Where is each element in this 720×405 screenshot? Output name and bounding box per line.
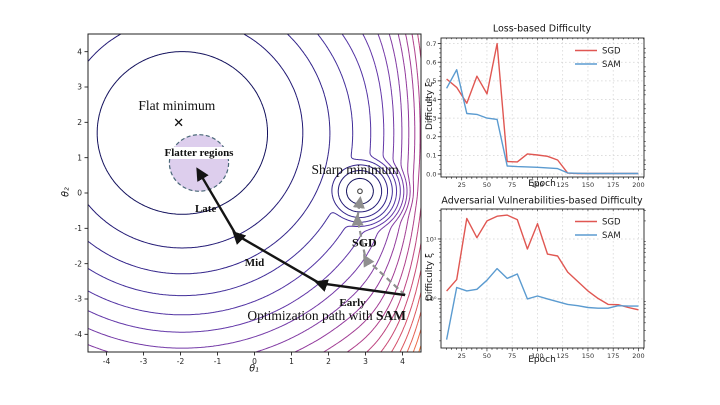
svg-text:4: 4	[77, 47, 82, 56]
chart-legend: SGD SAM	[575, 47, 621, 70]
chart0-xlabel: Epoch	[528, 179, 556, 189]
svg-text:25: 25	[458, 352, 466, 360]
svg-text:-4: -4	[75, 330, 83, 339]
chart1-title: Adversarial Vulnerabilities-based Diffic…	[441, 195, 643, 207]
sgd-path-label: SGD	[352, 235, 377, 250]
legend-label-SAM: SAM	[602, 231, 621, 241]
legend-label-SGD: SGD	[602, 218, 621, 228]
svg-text:75: 75	[508, 181, 516, 189]
svg-text:0.6: 0.6	[426, 59, 436, 67]
chart-ticks: 25 50 75 100 125 150 175 200 10¹ 10⁰	[426, 209, 646, 360]
early-label: Early	[339, 296, 366, 309]
svg-text:0: 0	[252, 357, 257, 366]
chart-axes-box	[440, 208, 645, 349]
lp-xlabel: θ₁	[249, 363, 259, 375]
svg-text:4: 4	[400, 357, 405, 366]
series-SAM-line	[445, 267, 639, 340]
svg-text:50: 50	[483, 181, 491, 189]
svg-text:0.3: 0.3	[426, 114, 436, 122]
contour-plot-svg: -4 -3 -2 -1 0 1 2 3 4 -4 -3 -2 -1 0 1 2 3 4	[75, 33, 422, 366]
gridlines	[441, 209, 644, 348]
sam-path-caption-prefix: Optimization path with	[247, 307, 376, 323]
svg-text:50: 50	[483, 352, 491, 360]
contour-level-15	[399, 291, 422, 353]
svg-text:0: 0	[77, 189, 82, 198]
series-SAM-line	[445, 69, 639, 175]
svg-text:1: 1	[289, 357, 294, 366]
svg-text:75: 75	[508, 352, 516, 360]
series-SGD-line	[446, 214, 639, 311]
chart-ticks: 25 50 75 100 125 150 175 200 0.0 0.1 0.2 0.3 0.4 0.5 0…	[426, 38, 646, 189]
svg-text:10¹: 10¹	[426, 235, 437, 243]
sharp-minimum-label: Sharp minimum	[311, 161, 399, 177]
svg-text:-1: -1	[214, 357, 222, 366]
lp-axes-box	[87, 33, 422, 353]
chart0-title: Loss-based Difficulty	[492, 23, 592, 35]
lp-ylabel: θ₂	[60, 187, 72, 197]
svg-text:200: 200	[632, 181, 644, 189]
chart-legend: SGD SAM	[575, 218, 621, 241]
svg-text:0.4: 0.4	[426, 96, 436, 104]
svg-text:-2: -2	[177, 357, 185, 366]
svg-text:0.0: 0.0	[426, 170, 436, 178]
late-label: Late	[194, 202, 217, 215]
svg-text:1: 1	[77, 153, 82, 162]
svg-text:200: 200	[632, 352, 644, 360]
svg-text:100: 100	[531, 352, 543, 360]
legend-label-SAM: SAM	[602, 60, 621, 70]
lp-ticks: -4 -3 -2 -1 0 1 2 3 4 -4 -3 -2 -1 0 1 2 3 4	[75, 47, 406, 366]
contour-lines	[87, 33, 422, 353]
flatter-regions-circle	[168, 134, 230, 192]
legend-label-SGD: SGD	[602, 47, 621, 57]
svg-text:0.7: 0.7	[426, 40, 436, 48]
contour-level-18	[418, 345, 422, 353]
chart1-xlabel: Epoch	[528, 355, 556, 365]
svg-text:175: 175	[607, 181, 619, 189]
flatter-regions-label: Flatter regions	[162, 146, 236, 159]
svg-text:-1: -1	[75, 224, 83, 233]
svg-text:175: 175	[607, 352, 619, 360]
svg-text:-3: -3	[140, 357, 148, 366]
svg-text:0.2: 0.2	[426, 133, 436, 141]
svg-text:150: 150	[582, 352, 594, 360]
svg-text:-4: -4	[103, 357, 111, 366]
svg-text:2: 2	[326, 357, 331, 366]
svg-text:10⁰: 10⁰	[426, 295, 437, 303]
sam-path-caption: Optimization path with SAM	[247, 308, 406, 324]
contour-level-14	[391, 269, 422, 353]
contour-level-16	[406, 311, 422, 353]
contour-level-17	[412, 329, 422, 353]
chart1-ylabel: Difficulty ξ	[425, 252, 435, 302]
svg-text:2: 2	[77, 118, 82, 127]
adv-difficulty-chart: 25 50 75 100 125 150 175 200 10¹ 10⁰ SGD SAM	[426, 208, 646, 360]
svg-text:100: 100	[531, 181, 543, 189]
loss-difficulty-chart: 25 50 75 100 125 150 175 200 0.0 0.1 0.2 0.3 0.4 0.5 0…	[426, 37, 646, 189]
sharp-minimum-marker	[357, 188, 363, 195]
svg-text:125: 125	[556, 181, 568, 189]
svg-text:150: 150	[582, 181, 594, 189]
svg-text:3: 3	[363, 357, 368, 366]
svg-text:125: 125	[556, 352, 568, 360]
svg-text:3: 3	[77, 83, 82, 92]
svg-text:-2: -2	[75, 259, 83, 268]
sam-path-caption-bold: SAM	[375, 307, 406, 323]
flat-minimum-label: Flat minimum	[138, 98, 216, 114]
contour-level-1	[96, 51, 374, 215]
flat-minimum-marker	[174, 118, 183, 127]
svg-text:0.1: 0.1	[426, 152, 436, 160]
svg-text:-3: -3	[75, 295, 83, 304]
contour-level-10	[323, 33, 416, 353]
mid-label: Mid	[244, 256, 265, 269]
sam-optimization-path	[196, 167, 406, 297]
svg-text:0.5: 0.5	[426, 77, 436, 85]
chart0-ylabel: Difficulty ξ	[425, 81, 435, 131]
svg-text:25: 25	[458, 181, 466, 189]
